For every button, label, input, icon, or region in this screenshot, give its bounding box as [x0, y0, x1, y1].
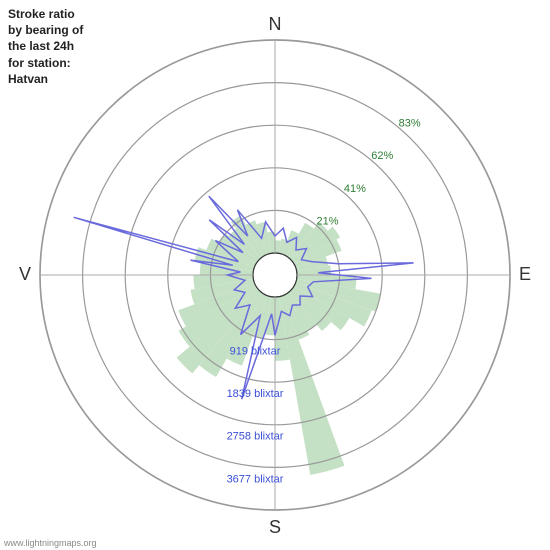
- blixtar-label: 1839 blixtar: [227, 388, 284, 400]
- blixtar-label: 3677 blixtar: [227, 473, 284, 485]
- cardinal-v: V: [19, 264, 31, 284]
- pct-label: 41%: [344, 183, 366, 195]
- blixtar-label: 919 blixtar: [230, 346, 281, 358]
- polar-chart: N E S V 21% 41% 62% 83% 919 blixtar 1839 blixtar 2…: [0, 0, 550, 550]
- center-hole: [253, 253, 297, 297]
- cardinal-n: N: [269, 14, 282, 34]
- pct-label: 62%: [371, 150, 393, 162]
- pct-label: 83%: [399, 118, 421, 130]
- blixtar-label: 2758 blixtar: [227, 431, 284, 443]
- pct-label: 21%: [317, 215, 339, 227]
- cardinal-e: E: [519, 264, 531, 284]
- cardinal-s: S: [269, 517, 281, 537]
